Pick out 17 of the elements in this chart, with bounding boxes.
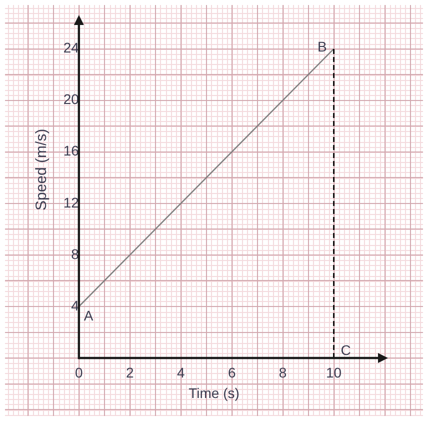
x-tick-label: 4 (176, 364, 185, 380)
x-tick-label: 10 (326, 364, 342, 380)
y-axis-title: Speed (m/s) (33, 128, 50, 210)
y-tick-label: 24 (63, 40, 80, 56)
y-tick-label: 8 (71, 246, 80, 262)
y-tick-label: 16 (63, 142, 80, 159)
annotation: A (84, 307, 94, 324)
x-axis-title: Time (s) (188, 384, 240, 401)
x-tick-label: 2 (126, 364, 134, 380)
y-tick-label: 20 (63, 91, 80, 108)
x-tick-label: 6 (228, 364, 236, 380)
y-tick-label: 12 (63, 194, 80, 210)
x-tick-label: 8 (278, 364, 287, 380)
y-tick-label: 4 (71, 297, 80, 314)
ref-line-label: C (340, 342, 351, 358)
annotation: B (317, 38, 327, 55)
x-tick-label: 0 (75, 364, 84, 380)
